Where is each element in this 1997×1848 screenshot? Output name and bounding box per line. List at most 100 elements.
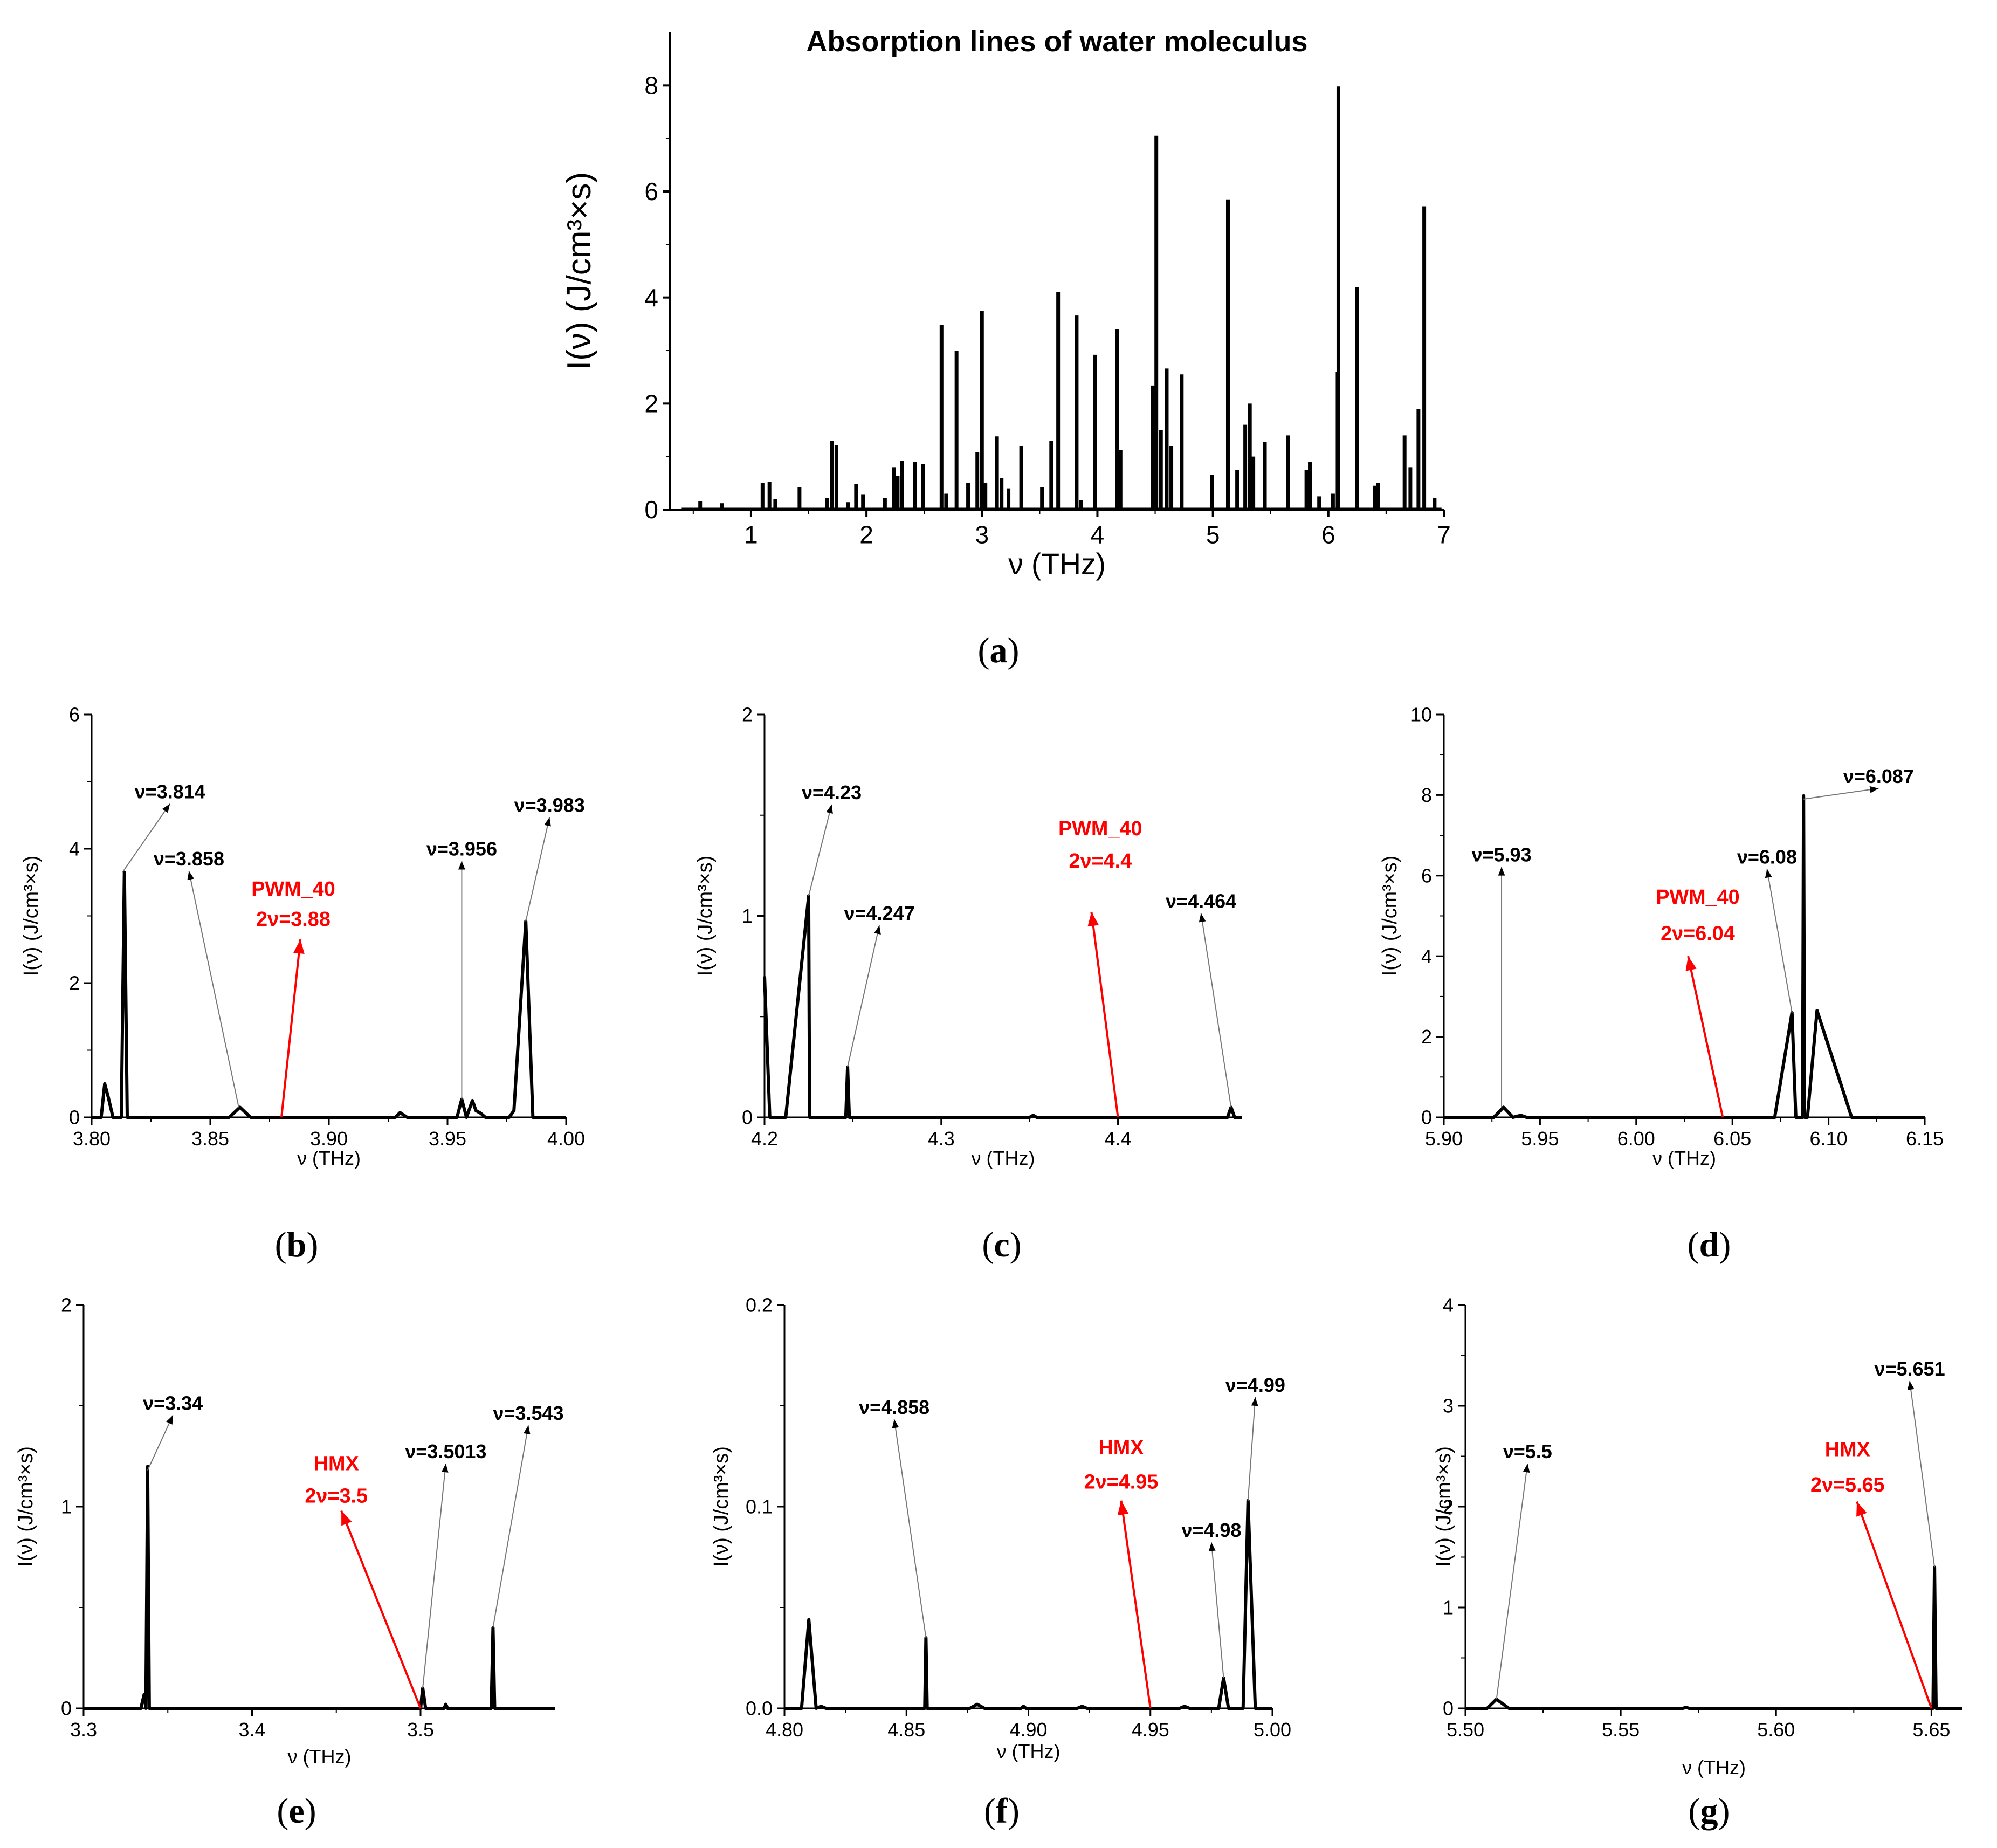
- y-tick-label: 2: [61, 1294, 72, 1316]
- x-tick-label: 3: [975, 520, 989, 548]
- leader-arrowhead: [166, 1415, 173, 1425]
- x-tick-label: 6: [1321, 520, 1335, 548]
- y-tick-label: 6: [1421, 864, 1432, 887]
- peak-label: ν=3.956: [426, 837, 497, 860]
- highlight-label: 2ν=6.04: [1661, 922, 1735, 945]
- peak-label: ν=3.858: [154, 848, 224, 870]
- leader-arrowhead: [1199, 913, 1206, 923]
- y-tick-label: 0: [1443, 1698, 1454, 1720]
- x-tick-label: 3.4: [238, 1719, 265, 1741]
- chart-title: Absorption lines of water moleculus: [806, 25, 1307, 58]
- y-tick-label: 0.0: [746, 1698, 773, 1720]
- y-axis-label: I(ν) (J/cm³×s): [561, 172, 598, 370]
- panel-b: 0 2 4 6 3.80 3.85 3.90 3.95 4.00 ν (THz) I(ν) (J/c…: [20, 704, 585, 1265]
- highlight-label: 2ν=3.88: [256, 908, 330, 931]
- y-tick-label: 4: [1421, 945, 1432, 967]
- panel-f: 0.0 0.1 0.2 4.80 4.85 4.90 4.95 5.00 ν (THz) I(ν)…: [710, 1294, 1291, 1831]
- x-tick-label: 4.85: [887, 1719, 925, 1741]
- y-tick-label: 0: [61, 1698, 72, 1720]
- leader-arrowhead: [458, 861, 465, 870]
- highlight-arrow: [1090, 911, 1119, 1118]
- peak-label: ν=3.5013: [405, 1440, 486, 1462]
- leader-arrowhead: [1523, 1464, 1530, 1473]
- x-tick-label: 4.4: [1105, 1128, 1132, 1150]
- x-tick-label: 2: [859, 520, 873, 548]
- peak-label: ν=3.543: [493, 1402, 563, 1424]
- x-tick-label: 5.55: [1602, 1719, 1640, 1741]
- x-tick-label: 3.3: [70, 1719, 97, 1741]
- x-tick-label: 7: [1437, 520, 1451, 548]
- x-axis-label: ν (THz): [997, 1740, 1061, 1762]
- x-tick-label: 5.50: [1447, 1719, 1484, 1741]
- y-tick-label: 0: [69, 1107, 80, 1129]
- peak-label: ν=3.814: [135, 781, 205, 803]
- x-tick-label: 4.2: [751, 1128, 778, 1150]
- y-axis-label: I(ν) (J/cm³×s): [694, 856, 717, 977]
- panel-a: 0 2 4 6 8 1 2 3 4 5 6 7 ν (THz) I(ν) (J/cm³×s) Absorpt…: [561, 25, 1451, 670]
- x-axis-label: ν (THz): [288, 1746, 352, 1768]
- panel-caption-letter: g: [1700, 1791, 1718, 1831]
- leader-arrowhead: [1498, 867, 1505, 876]
- highlight-label: 2ν=3.5: [305, 1485, 368, 1508]
- x-axis-label: ν (THz): [972, 1147, 1035, 1169]
- x-tick-label: 3.5: [407, 1719, 434, 1741]
- peak-label: ν=4.464: [1166, 890, 1236, 912]
- panel-caption-letter: d: [1699, 1225, 1719, 1265]
- panel-e: 0 1 2 3.3 3.4 3.5 ν (THz) I(ν) (J/cm³×s) ν=3.34 H…: [15, 1294, 564, 1831]
- x-tick-label: 4.95: [1132, 1719, 1169, 1741]
- panel-caption-letter: c: [994, 1225, 1009, 1265]
- y-tick-label: 2: [1443, 1496, 1454, 1518]
- x-tick-label: 5.00: [1254, 1719, 1291, 1741]
- y-axis-label: I(ν) (J/cm³×s): [710, 1446, 733, 1567]
- y-tick-label: 2: [742, 704, 753, 726]
- x-axis-label: ν (THz): [297, 1147, 361, 1169]
- highlight-label: PWM_40: [1058, 817, 1142, 840]
- peak-label: ν=5.93: [1471, 844, 1531, 866]
- y-tick-label: 4: [69, 838, 80, 860]
- y-axis-label: I(ν) (J/cm³×s): [1379, 856, 1401, 977]
- highlight-label: PWM_40: [1656, 886, 1739, 909]
- peak-label: ν=4.858: [859, 1396, 929, 1418]
- x-tick-label: 5.95: [1521, 1128, 1559, 1150]
- peak-label: ν=6.08: [1737, 846, 1797, 868]
- x-tick-label: 3.95: [429, 1128, 466, 1150]
- peak-label: ν=5.5: [1503, 1440, 1552, 1462]
- leader-arrowhead: [441, 1464, 449, 1473]
- highlight-arrowhead: [341, 1510, 352, 1526]
- leader-line: [122, 803, 171, 873]
- panel-caption: (b): [275, 1225, 319, 1265]
- series-line: [84, 1465, 555, 1710]
- highlight-arrow: [280, 939, 302, 1118]
- peak-label: ν=3.34: [143, 1392, 203, 1414]
- leader-arrowhead: [1208, 1542, 1216, 1551]
- leader-line: [1200, 913, 1232, 1108]
- leader-arrowhead: [1869, 786, 1879, 793]
- x-tick-label: 3.85: [191, 1128, 229, 1150]
- leader-line: [1766, 869, 1793, 1013]
- series-line: [92, 870, 566, 1119]
- highlight-arrow: [1856, 1501, 1933, 1709]
- series-line: [1465, 1565, 1962, 1710]
- x-axis-label: ν (THz): [1682, 1756, 1746, 1778]
- highlight-label: HMX: [1825, 1439, 1870, 1461]
- panel-caption: (d): [1688, 1225, 1731, 1265]
- y-tick-label: 4: [644, 284, 658, 312]
- peak-label: ν=3.983: [514, 794, 585, 816]
- leader-line: [1909, 1380, 1936, 1568]
- leader-arrowhead: [523, 1425, 531, 1435]
- highlight-arrowhead: [1087, 912, 1099, 927]
- leader-arrowhead: [1907, 1380, 1915, 1390]
- highlight-label: 2ν=4.4: [1069, 850, 1132, 873]
- x-axis-label: ν (THz): [1652, 1147, 1716, 1169]
- leader-arrowhead: [826, 804, 833, 814]
- y-tick-label: 2: [644, 389, 658, 417]
- highlight-label: HMX: [314, 1453, 359, 1475]
- highlight-label: 2ν=4.95: [1084, 1471, 1159, 1493]
- x-tick-label: 4.80: [766, 1719, 803, 1741]
- y-tick-label: 0: [644, 496, 658, 524]
- x-tick-label: 4: [1091, 520, 1105, 548]
- panel-d: 0 2 4 6 8 10 5.90 5.95 6.00 6.05 6.10 6.15 ν (THz) I(…: [1379, 704, 1944, 1265]
- series-line: [784, 1499, 1272, 1710]
- x-tick-label: 4.00: [547, 1128, 585, 1150]
